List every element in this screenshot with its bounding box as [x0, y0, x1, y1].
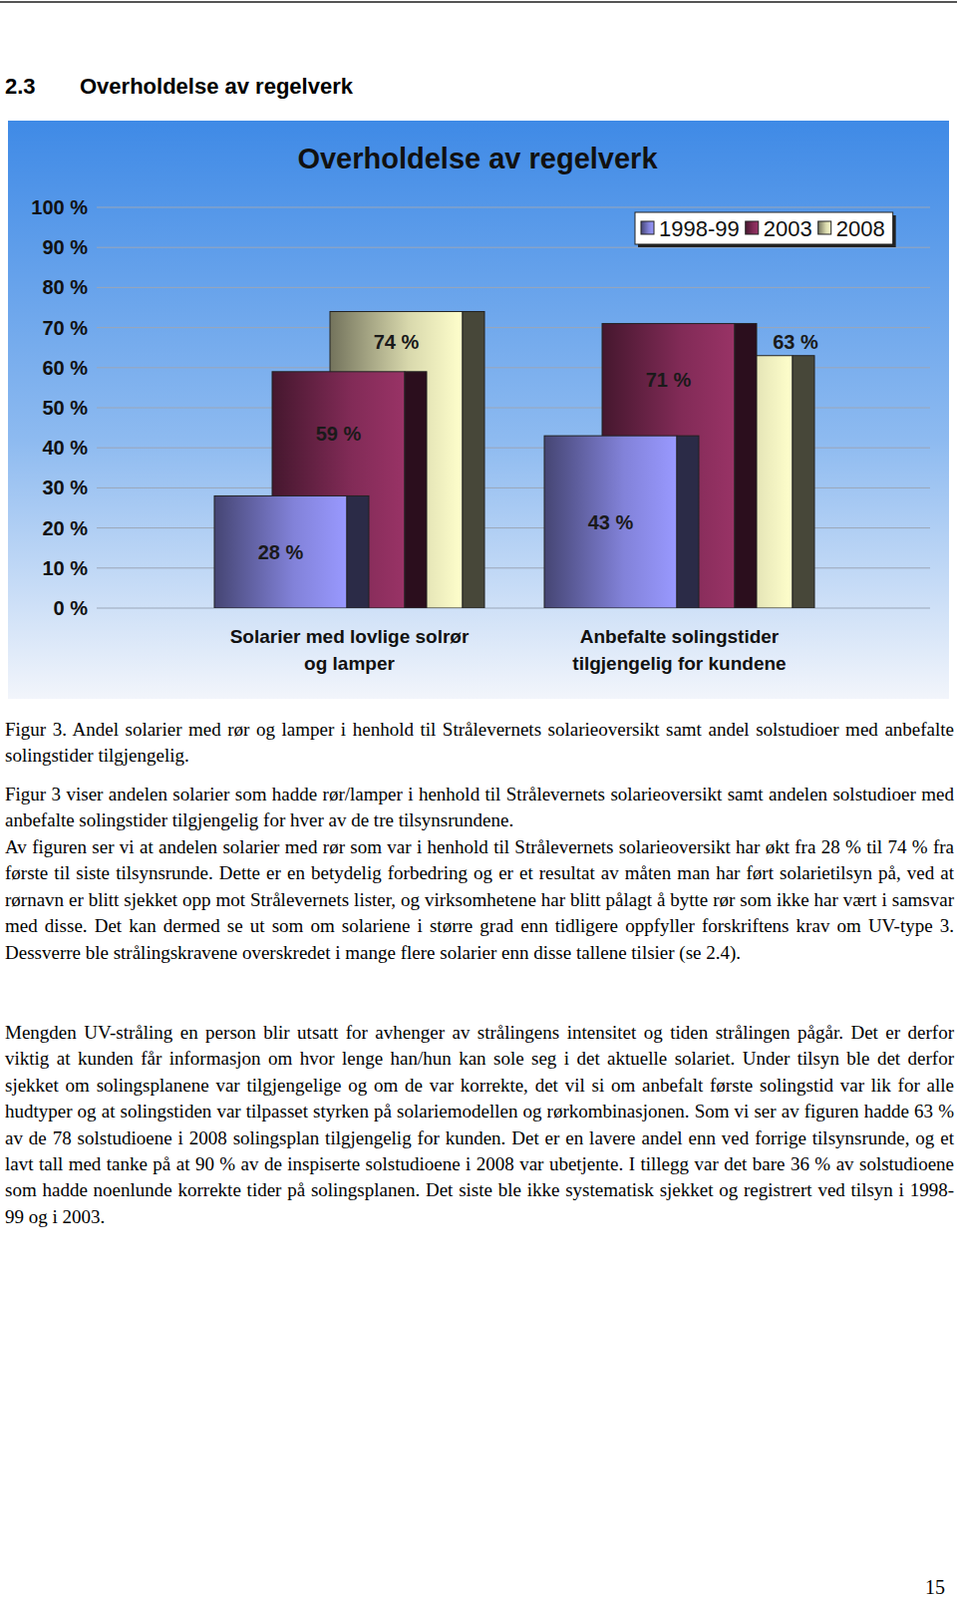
bar-side	[792, 355, 815, 609]
bar-side	[346, 495, 369, 609]
bar-side	[734, 323, 757, 609]
bar-front	[544, 435, 677, 609]
data-label: 43 %	[588, 511, 635, 534]
category-label-line: Solarier med lovlige solrør	[230, 626, 470, 647]
legend-swatch	[640, 221, 654, 235]
section-number: 2.3	[4, 73, 36, 100]
paragraph: Mengden UV-stråling en person blir utsat…	[4, 1019, 955, 1231]
data-label: 63 %	[772, 330, 819, 353]
grid-line	[96, 207, 931, 209]
data-label: 59 %	[316, 422, 362, 445]
legend-label: 2008	[836, 216, 886, 242]
paragraph: Figur 3 viser andelen solarier som hadde…	[4, 781, 955, 835]
legend-label: 1998-99	[658, 216, 740, 242]
y-tick-label: 90 %	[41, 236, 88, 259]
category-label-line: Anbefalte solingstider	[580, 626, 780, 647]
grid-line	[96, 326, 931, 328]
legend-label: 2003	[763, 216, 813, 242]
legend-swatch	[745, 221, 759, 235]
grid-line	[96, 287, 931, 289]
bar-front	[214, 495, 347, 609]
y-tick-label: 100 %	[30, 196, 88, 219]
paragraph: Av figuren ser vi at andelen solarier me…	[4, 834, 955, 966]
page-number: 15	[925, 1576, 946, 1599]
y-tick-label: 60 %	[41, 356, 88, 379]
y-tick-label: 80 %	[41, 276, 88, 299]
y-tick-label: 20 %	[41, 517, 88, 540]
data-label: 74 %	[373, 330, 420, 353]
legend: 1998-99 2003 2008	[635, 212, 897, 248]
legend-box	[635, 212, 894, 245]
chart-title: Overholdelse av regelverk	[297, 142, 658, 175]
chart: Overholdelse av regelverk 0 % 10 % 20 % 30 %…	[7, 120, 950, 699]
y-tick-label: 0 %	[53, 597, 89, 620]
category-label-line: tilgjengelig for kundene	[572, 652, 786, 674]
y-tick-label: 70 %	[41, 317, 88, 339]
bars	[214, 312, 815, 609]
category-label: Solarier med lovlige solrør og lamper	[230, 626, 470, 674]
chart-background	[7, 120, 950, 699]
y-tick-label: 10 %	[41, 557, 88, 580]
y-tick-label: 50 %	[41, 396, 88, 419]
bar	[544, 435, 699, 609]
section-title: Overholdelse av regelverk	[79, 73, 353, 100]
category-label: Anbefalte solingstider tilgjengelig for k…	[572, 626, 786, 674]
legend-swatch	[818, 221, 832, 235]
category-label-line: og lamper	[304, 652, 395, 674]
bar-side	[676, 435, 699, 609]
data-label: 71 %	[645, 368, 692, 391]
top-rule	[0, 0, 957, 3]
bar-side	[404, 371, 427, 609]
figure-caption: Figur 3. Andel solarier med rør og lampe…	[4, 716, 955, 770]
y-tick-label: 30 %	[41, 476, 88, 499]
data-label: 28 %	[258, 541, 305, 564]
y-tick-label: 40 %	[41, 436, 88, 459]
bar-side	[462, 312, 485, 609]
bar	[214, 495, 369, 609]
